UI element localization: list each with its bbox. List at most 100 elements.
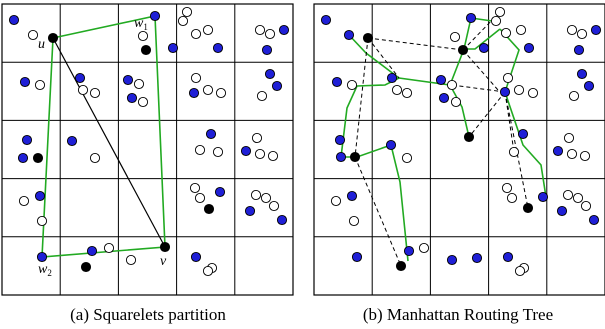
- blue-node: [126, 92, 138, 104]
- blue-node: [167, 42, 179, 54]
- blue-node: [36, 251, 48, 263]
- blue-node: [271, 80, 283, 92]
- blue-node: [351, 251, 363, 263]
- white-node: [401, 152, 413, 164]
- white-node: [513, 84, 525, 96]
- black-node: [47, 32, 59, 44]
- white-node: [27, 29, 39, 41]
- black-node: [140, 44, 152, 56]
- white-node: [202, 84, 214, 96]
- black-node: [457, 44, 469, 56]
- white-node: [391, 84, 403, 96]
- panel-b-caption: (b) Manhattan Routing Tree: [363, 305, 553, 324]
- white-node: [401, 87, 413, 99]
- blue-node: [278, 24, 290, 36]
- panel-b-nodes: [320, 6, 602, 277]
- panel-a-nodes: [8, 6, 290, 277]
- blue-node: [74, 72, 86, 84]
- black-node: [32, 152, 44, 164]
- white-node: [449, 31, 461, 43]
- blue-node: [385, 139, 397, 151]
- white-node: [500, 27, 512, 39]
- blue-node: [205, 128, 217, 140]
- blue-node: [335, 151, 347, 163]
- panel-a-grid: [1, 3, 294, 296]
- white-node: [563, 132, 575, 144]
- blue-node: [66, 135, 78, 147]
- white-node: [566, 148, 578, 160]
- tree-edge: [449, 84, 470, 138]
- blue-node: [149, 10, 161, 22]
- white-node: [515, 24, 527, 36]
- white-node: [490, 15, 502, 27]
- white-node: [77, 84, 89, 96]
- tree-edge: [340, 77, 409, 262]
- blue-node: [502, 251, 514, 263]
- black-node: [203, 203, 215, 215]
- blue-node: [478, 42, 490, 54]
- white-node: [202, 265, 214, 277]
- tree-edge: [463, 17, 472, 50]
- white-node: [514, 265, 526, 277]
- white-node: [250, 189, 262, 201]
- blue-node: [386, 72, 398, 84]
- white-node: [330, 195, 342, 207]
- white-node: [268, 200, 280, 212]
- blue-node: [573, 44, 585, 56]
- white-node: [450, 96, 462, 108]
- black-node: [395, 260, 407, 272]
- blue-node: [523, 42, 535, 54]
- blue-node: [34, 190, 46, 202]
- label-w1: w1: [134, 16, 148, 32]
- white-node: [572, 192, 584, 204]
- white-node: [34, 79, 46, 91]
- black-node: [349, 151, 361, 163]
- blue-node: [264, 68, 276, 80]
- white-node: [189, 182, 201, 194]
- white-node: [446, 79, 458, 91]
- blue-node: [465, 12, 477, 24]
- white-node: [502, 72, 514, 84]
- white-node: [260, 192, 272, 204]
- blue-node: [446, 254, 458, 266]
- blue-node: [86, 245, 98, 257]
- white-node: [562, 189, 574, 201]
- white-node: [501, 182, 513, 194]
- blue-node: [343, 29, 355, 41]
- grid-frame: [1, 3, 294, 296]
- dashed-edge: [462, 49, 499, 91]
- blue-node: [499, 86, 511, 98]
- dashed-edge: [354, 156, 402, 267]
- white-node: [254, 24, 266, 36]
- white-node: [89, 87, 101, 99]
- blue-node: [17, 152, 29, 164]
- blue-node: [517, 128, 529, 140]
- label-w2: w2: [38, 262, 52, 278]
- blue-node: [212, 42, 224, 54]
- panel-a-squarelets: u v w1 w2 (a) Squarelets partition: [1, 3, 294, 324]
- blue-node: [19, 76, 31, 88]
- white-node: [18, 195, 30, 207]
- white-node: [137, 96, 149, 108]
- blue-node: [556, 205, 568, 217]
- blue-node: [8, 14, 20, 26]
- blue-node: [261, 44, 273, 56]
- white-node: [190, 28, 202, 40]
- white-node: [254, 148, 266, 160]
- blue-node: [331, 76, 343, 88]
- white-node: [267, 150, 279, 162]
- label-v: v: [160, 254, 167, 269]
- blue-node: [346, 190, 358, 202]
- white-node: [137, 30, 149, 42]
- blue-node: [214, 186, 226, 198]
- white-node: [202, 24, 214, 36]
- white-node: [194, 144, 206, 156]
- white-node: [527, 87, 539, 99]
- straight-edge: [52, 37, 166, 248]
- blue-node: [188, 87, 200, 99]
- black-node: [362, 32, 374, 44]
- white-node: [215, 87, 227, 99]
- blue-node: [590, 24, 602, 36]
- black-node: [80, 261, 92, 273]
